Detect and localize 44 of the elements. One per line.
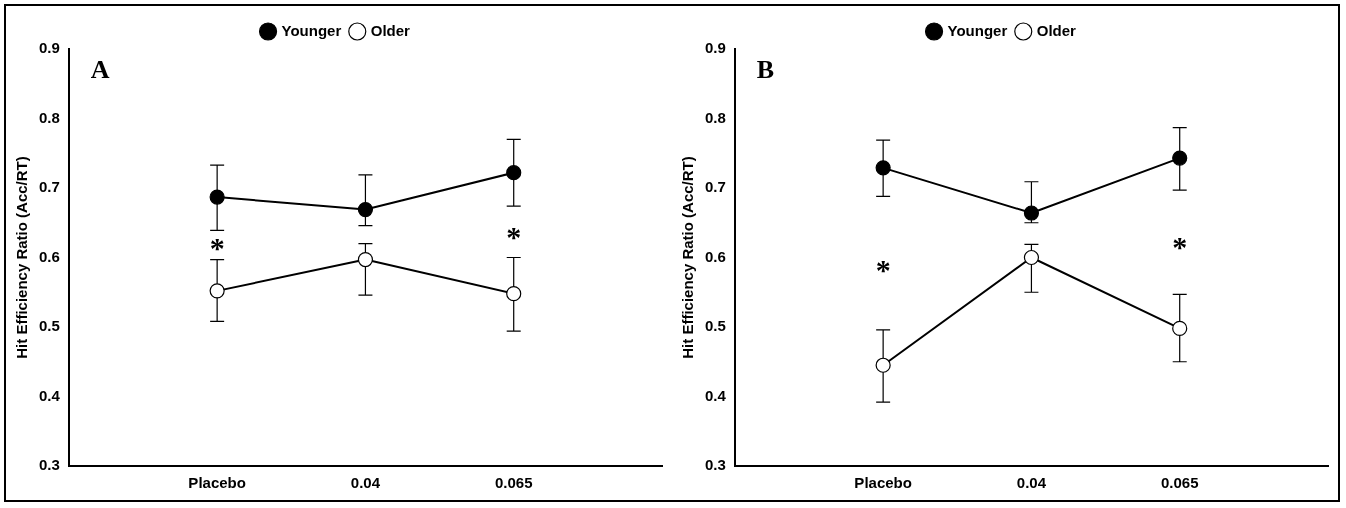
- annotation: *: [506, 219, 522, 253]
- legend-label: Younger: [947, 21, 1008, 39]
- point: [1172, 320, 1188, 336]
- point: [1023, 205, 1040, 221]
- point: [209, 189, 225, 205]
- y-axis-title: Hit Efficiency Ratio (Acc/RT): [13, 156, 31, 359]
- y-tick-label: 0.4: [704, 386, 727, 404]
- y-tick-label: 0.9: [38, 39, 60, 57]
- y-tick-label: 0.4: [38, 386, 61, 404]
- y-tick-label: 0.3: [704, 456, 726, 474]
- point: [357, 251, 374, 268]
- point: [506, 165, 522, 181]
- y-tick-label: 0.8: [38, 108, 60, 126]
- y-tick-label: 0.6: [704, 247, 726, 265]
- y-tick-label: 0.5: [704, 317, 726, 335]
- y-tick-label: 0.3: [38, 456, 60, 474]
- point: [506, 286, 522, 302]
- y-tick-label: 0.5: [38, 317, 60, 335]
- y-tick-label: 0.6: [38, 247, 60, 265]
- point: [209, 283, 225, 299]
- x-tick-label: 0.065: [494, 474, 533, 492]
- annotation: *: [875, 253, 891, 287]
- y-tick-label: 0.7: [38, 178, 60, 196]
- y-axis-title: Hit Efficiency Ratio (Acc/RT): [679, 156, 697, 359]
- y-tick-label: 0.8: [704, 108, 726, 126]
- x-tick-label: Placebo: [188, 474, 246, 492]
- legend-label: Older: [1036, 21, 1077, 39]
- point: [875, 357, 891, 373]
- legend-label: Younger: [281, 21, 342, 39]
- annotation: A: [90, 54, 110, 84]
- x-tick-label: 0.04: [1016, 474, 1047, 492]
- annotation: B: [756, 54, 775, 84]
- x-tick-label: 0.065: [1160, 474, 1199, 492]
- annotation: *: [1172, 230, 1188, 263]
- x-tick-label: 0.04: [350, 474, 381, 492]
- point: [1023, 249, 1040, 266]
- point: [357, 201, 374, 218]
- x-tick-label: Placebo: [854, 474, 912, 492]
- point: [1172, 150, 1188, 166]
- y-tick-label: 0.9: [704, 39, 726, 57]
- annotation: *: [209, 230, 225, 264]
- legend-label: Older: [370, 21, 411, 39]
- point: [875, 160, 891, 176]
- y-tick-label: 0.7: [704, 178, 726, 196]
